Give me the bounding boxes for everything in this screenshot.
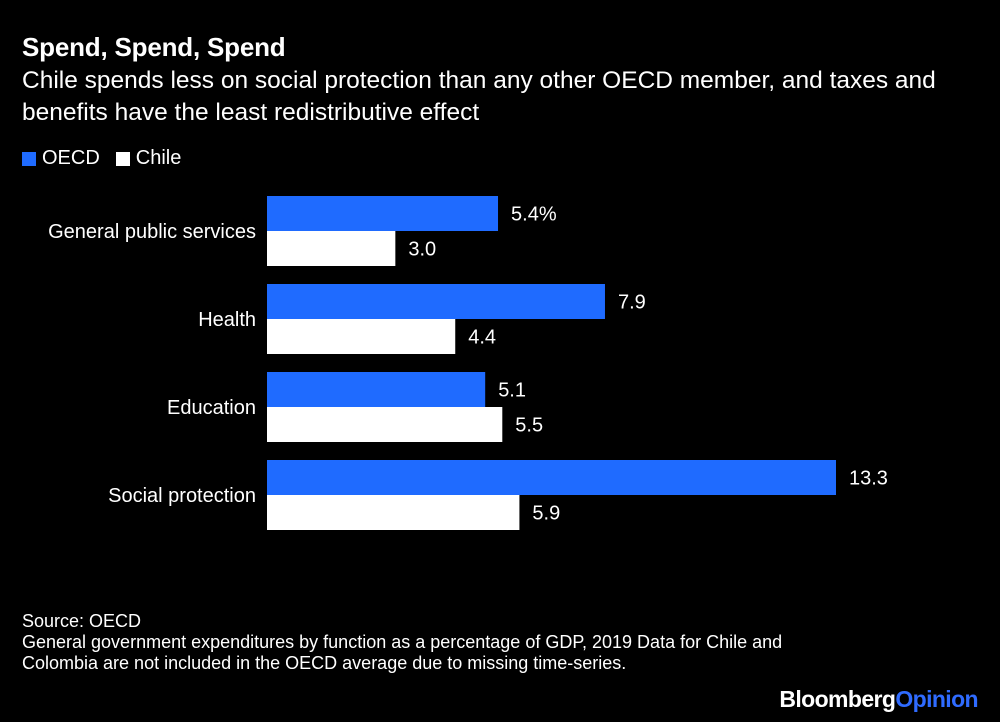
legend-item-oecd: OECD bbox=[22, 147, 100, 170]
legend-item-chile: Chile bbox=[115, 147, 182, 170]
note-text: General government expenditures by funct… bbox=[22, 632, 783, 673]
chart-subtitle: Chile spends less on social protection t… bbox=[22, 67, 936, 126]
data-label-chile-social-protection: 5.9 bbox=[532, 503, 560, 525]
data-label-chile-education: 5.5 bbox=[515, 415, 543, 437]
legend-swatch-chile bbox=[115, 151, 130, 166]
category-label-health: Health bbox=[198, 309, 256, 331]
data-label-chile-health: 4.4 bbox=[468, 327, 496, 349]
bar-oecd-social-protection bbox=[267, 460, 836, 495]
brand-bloomberg: Bloomberg bbox=[779, 686, 896, 712]
legend: OECD Chile bbox=[22, 147, 197, 170]
bloomberg-opinion-logo: BloombergOpinion bbox=[779, 686, 978, 713]
bar-oecd-education bbox=[267, 372, 486, 407]
bar-chart: General public services 5.4% 3.0 Health 7.9 4… bbox=[48, 196, 888, 530]
data-label-oecd-education: 5.1 bbox=[498, 380, 526, 402]
category-label-education: Education bbox=[167, 397, 256, 419]
bar-oecd-health bbox=[267, 284, 605, 319]
chart-title: Spend, Spend, Spend bbox=[22, 32, 286, 62]
category-label-social-protection: Social protection bbox=[108, 485, 256, 507]
data-label-chile-general-public-services: 3.0 bbox=[408, 239, 436, 261]
bar-chile-general-public-services bbox=[267, 231, 396, 266]
footnote: Source: OECD General government expendit… bbox=[22, 611, 822, 674]
source-text: Source: OECD bbox=[22, 611, 142, 631]
bar-oecd-general-public-services bbox=[267, 196, 499, 231]
category-label-general-public-services: General public services bbox=[48, 221, 256, 243]
bar-chile-education bbox=[267, 407, 503, 442]
bar-chile-health bbox=[267, 319, 456, 354]
legend-swatch-oecd bbox=[22, 151, 36, 166]
data-label-oecd-health: 7.9 bbox=[618, 292, 646, 314]
bar-chile-social-protection bbox=[267, 495, 520, 530]
legend-label-oecd: OECD bbox=[42, 147, 100, 169]
data-label-oecd-social-protection: 13.3 bbox=[849, 468, 888, 490]
legend-label-chile: Chile bbox=[135, 147, 182, 169]
data-label-oecd-general-public-services: 5.4% bbox=[511, 204, 557, 226]
brand-opinion: Opinion bbox=[895, 686, 978, 712]
